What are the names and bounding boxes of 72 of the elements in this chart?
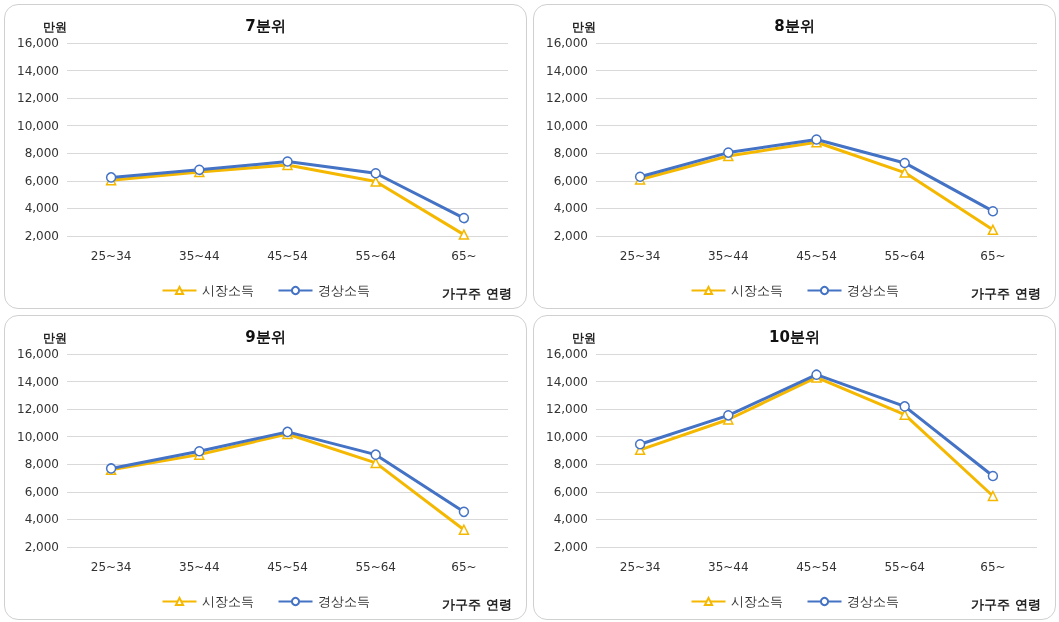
y-tick-label: 14,000 (17, 374, 59, 389)
x-tick-label: 55~64 (355, 249, 396, 263)
legend-label: 시장소득 (730, 594, 783, 609)
y-tick-label: 14,000 (546, 374, 588, 389)
y-tick-label: 6,000 (553, 484, 588, 499)
y-tick-label: 4,000 (24, 201, 59, 216)
y-tick-label: 2,000 (553, 229, 588, 243)
y-axis-title: 만원 (43, 331, 67, 345)
x-tick-label: 35~44 (179, 560, 220, 574)
y-tick-label: 10,000 (546, 429, 588, 444)
x-tick-label: 45~54 (267, 560, 308, 574)
y-tick-label: 4,000 (553, 512, 588, 527)
y-tick-label: 8,000 (553, 457, 588, 472)
y-tick-label: 14,000 (17, 63, 59, 78)
y-tick-label: 16,000 (546, 347, 588, 361)
legend-label: 시장소득 (201, 283, 254, 298)
x-tick-label: 45~54 (796, 560, 837, 574)
x-tick-label: 25~34 (90, 249, 132, 263)
y-tick-label: 10,000 (546, 118, 588, 133)
chart-title: 7분위 (245, 16, 286, 35)
x-tick-label: 55~64 (884, 560, 925, 574)
legend-label: 경상소득 (317, 594, 370, 609)
y-tick-label: 8,000 (553, 146, 588, 161)
y-tick-label: 2,000 (24, 229, 59, 243)
x-tick-label: 65~ (980, 560, 1006, 574)
x-tick-label: 45~54 (267, 249, 308, 263)
y-tick-label: 14,000 (546, 63, 588, 78)
y-tick-label: 8,000 (24, 457, 59, 472)
y-tick-label: 4,000 (553, 201, 588, 216)
x-tick-label: 65~ (451, 560, 477, 574)
x-axis-title: 가구주 연령 (971, 597, 1042, 612)
x-tick-label: 65~ (451, 249, 477, 263)
legend-label: 경상소득 (846, 594, 899, 609)
y-tick-label: 12,000 (546, 402, 588, 417)
y-tick-label: 12,000 (17, 91, 59, 106)
legend-label: 경상소득 (317, 283, 370, 298)
x-tick-label: 25~34 (90, 560, 132, 574)
x-tick-label: 35~44 (708, 560, 749, 574)
x-tick-label: 25~34 (619, 560, 661, 574)
y-tick-label: 6,000 (24, 484, 59, 499)
x-tick-label: 55~64 (355, 560, 396, 574)
legend-label: 시장소득 (201, 594, 254, 609)
y-tick-label: 16,000 (546, 36, 588, 50)
x-tick-label: 35~44 (179, 249, 220, 263)
x-tick-label: 55~64 (884, 249, 925, 263)
x-tick-label: 35~44 (708, 249, 749, 263)
y-tick-label: 12,000 (546, 91, 588, 106)
y-axis-title: 만원 (572, 20, 596, 34)
y-tick-label: 4,000 (24, 512, 59, 527)
x-axis-title: 가구주 연령 (442, 597, 513, 612)
y-axis-title: 만원 (43, 20, 67, 34)
y-tick-label: 8,000 (24, 146, 59, 161)
x-axis-title: 가구주 연령 (971, 286, 1042, 301)
y-tick-label: 10,000 (17, 118, 59, 133)
y-tick-label: 16,000 (17, 36, 59, 50)
y-tick-label: 6,000 (24, 173, 59, 188)
x-axis-title: 가구주 연령 (442, 286, 513, 301)
y-tick-label: 6,000 (553, 173, 588, 188)
legend-label: 경상소득 (846, 283, 899, 298)
legend-label: 시장소득 (730, 283, 783, 298)
y-tick-label: 2,000 (553, 540, 588, 554)
x-tick-label: 65~ (980, 249, 1006, 263)
y-tick-label: 12,000 (17, 402, 59, 417)
x-tick-label: 25~34 (619, 249, 661, 263)
chart-title: 8분위 (774, 16, 815, 35)
chart-title: 10분위 (769, 327, 820, 346)
chart-title: 9분위 (245, 327, 286, 346)
x-tick-label: 45~54 (796, 249, 837, 263)
y-tick-label: 10,000 (17, 429, 59, 444)
y-axis-title: 만원 (572, 331, 596, 345)
y-tick-label: 2,000 (24, 540, 59, 554)
y-tick-label: 16,000 (17, 347, 59, 361)
